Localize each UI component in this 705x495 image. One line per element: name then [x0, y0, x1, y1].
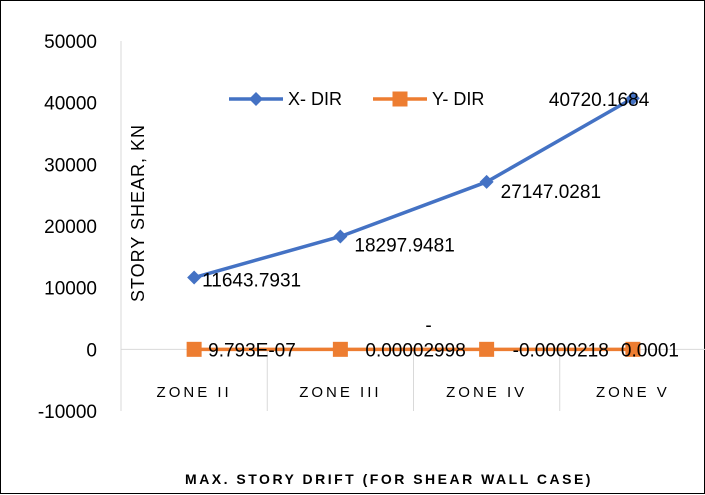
data-label: -0.0000218	[513, 340, 609, 361]
data-label: 0.0001	[621, 340, 679, 361]
data-point-marker	[479, 174, 494, 189]
data-point-marker	[333, 229, 348, 244]
data-point-marker	[332, 341, 348, 357]
y-tick-label: 10000	[44, 279, 97, 300]
data-label: 11643.7931	[202, 271, 301, 292]
y-tick-label: 0	[86, 340, 97, 361]
legend-label-x-dir: X- DIR	[288, 89, 342, 109]
y-tick-label: 50000	[44, 32, 97, 53]
data-label: 27147.0281	[501, 182, 601, 203]
y-tick-label: -10000	[38, 402, 97, 423]
y-tick-label: 20000	[44, 217, 97, 238]
legend-marker-x-dir	[249, 92, 263, 106]
x-axis-title: MAX. STORY DRIFT (FOR SHEAR WALL CASE)	[185, 471, 593, 487]
x-category-label: ZONE V	[596, 384, 670, 401]
data-label: 40720.1684	[549, 90, 650, 111]
y-tick-label: 40000	[44, 94, 97, 115]
y-axis-title: STORY SHEAR, KN	[128, 124, 148, 302]
series-line-1	[193, 96, 634, 280]
data-point-marker	[479, 341, 495, 357]
x-category-label: ZONE IV	[446, 384, 527, 401]
data-label: 9.793E-07	[208, 340, 296, 361]
x-category-label: ZONE III	[299, 384, 381, 401]
legend-label-y-dir: Y- DIR	[432, 89, 484, 109]
data-label: 18297.9481	[354, 235, 454, 256]
data-point-marker	[186, 341, 202, 357]
data-point-marker	[187, 270, 202, 285]
legend-marker-y-dir	[392, 91, 408, 107]
x-category-label: ZONE II	[157, 384, 232, 401]
data-point-marker	[625, 341, 641, 357]
data-point-marker	[625, 91, 640, 106]
y-tick-label: 30000	[44, 155, 97, 176]
data-label: -0.00002998	[365, 315, 465, 361]
